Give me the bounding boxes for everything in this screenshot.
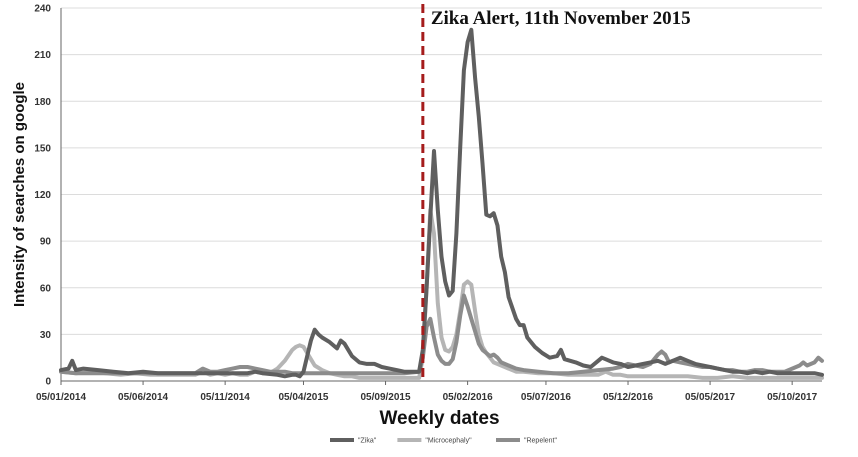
x-tick-label: 05/06/2014: [118, 392, 168, 403]
y-tick-label: 0: [45, 377, 51, 388]
y-tick-label: 90: [40, 237, 52, 248]
legend-label-2: "Repelent": [524, 438, 558, 445]
y-tick-label: 240: [34, 4, 51, 15]
zika-alert-annotation: Zika Alert, 11th November 2015: [431, 8, 691, 29]
x-tick-label: 05/10/2017: [767, 392, 817, 403]
y-axis-title: Intensity of searches on google: [11, 82, 28, 307]
x-tick-label: 05/11/2014: [200, 392, 250, 403]
legend: "Zika" "Microcephaly" "Repelent": [330, 438, 558, 445]
legend-label-1: "Microcephaly": [425, 438, 472, 445]
y-tick-label: 60: [40, 283, 52, 294]
x-tick-label: 05/04/2015: [278, 392, 328, 403]
gridlines: [61, 7, 822, 335]
x-tick-label: 05/01/2014: [36, 392, 86, 403]
x-tick-label: 05/05/2017: [685, 392, 735, 403]
legend-label-0: "Zika": [358, 438, 377, 445]
x-tick-label: 05/09/2015: [361, 392, 411, 403]
x-tick-label: 05/12/2016: [603, 392, 653, 403]
y-axis-ticks: 0 30 60 90 120 150 180 210 240: [34, 4, 51, 388]
x-axis-ticks: 05/01/2014 05/06/2014 05/11/2014 05/04/2015…: [36, 381, 818, 403]
y-tick-label: 120: [34, 190, 51, 201]
series-line-0: [59, 27, 824, 379]
y-tick-label: 150: [34, 143, 51, 154]
x-tick-label: 05/07/2016: [521, 392, 571, 403]
y-tick-label: 210: [34, 50, 51, 61]
series-lines: [59, 27, 824, 380]
x-axis-title: Weekly dates: [379, 408, 499, 429]
y-tick-label: 180: [34, 97, 51, 108]
x-tick-label: 05/02/2016: [443, 392, 493, 403]
y-tick-label: 30: [40, 330, 52, 341]
